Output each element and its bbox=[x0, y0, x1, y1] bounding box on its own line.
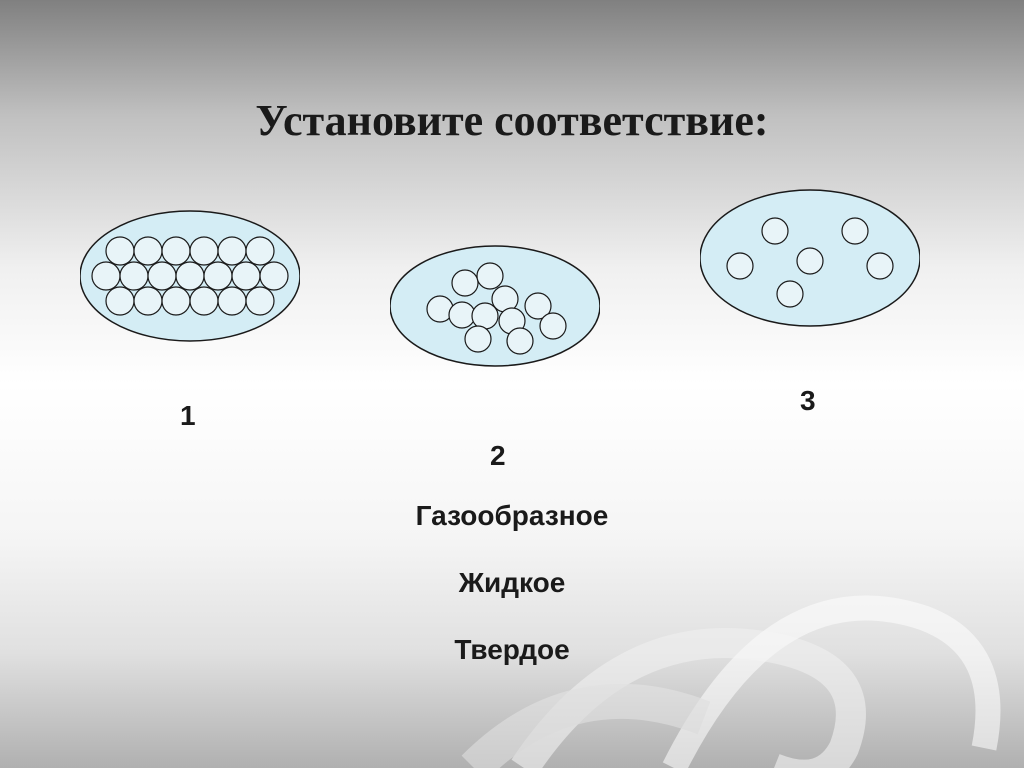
state-diagram-solid bbox=[80, 206, 300, 351]
diagram-number-2: 2 bbox=[490, 440, 506, 472]
particle-icon bbox=[727, 253, 753, 279]
particle-icon bbox=[190, 287, 218, 315]
state-labels-container: Газообразное Жидкое Твердое bbox=[0, 500, 1024, 701]
particle-icon bbox=[120, 262, 148, 290]
particle-icon bbox=[452, 270, 478, 296]
state-label-gas[interactable]: Газообразное bbox=[0, 500, 1024, 532]
particle-icon bbox=[134, 287, 162, 315]
particle-icon bbox=[260, 262, 288, 290]
particle-icon bbox=[472, 303, 498, 329]
diagram-number-3: 3 bbox=[800, 385, 816, 417]
particle-icon bbox=[867, 253, 893, 279]
particle-icon bbox=[246, 287, 274, 315]
particle-icon bbox=[246, 237, 274, 265]
particle-icon bbox=[232, 262, 260, 290]
diagrams-container bbox=[0, 206, 1024, 406]
particle-icon bbox=[162, 287, 190, 315]
particle-icon bbox=[540, 313, 566, 339]
particle-icon bbox=[762, 218, 788, 244]
state-label-solid[interactable]: Твердое bbox=[0, 634, 1024, 666]
state-diagram-gas bbox=[700, 186, 920, 336]
page-title: Установите соответствие: bbox=[0, 0, 1024, 146]
particle-icon bbox=[218, 237, 246, 265]
particle-icon bbox=[162, 237, 190, 265]
particle-icon bbox=[777, 281, 803, 307]
particle-icon bbox=[477, 263, 503, 289]
particle-icon bbox=[218, 287, 246, 315]
particle-icon bbox=[465, 326, 491, 352]
particle-icon bbox=[134, 237, 162, 265]
particle-icon bbox=[190, 237, 218, 265]
oval-3-svg bbox=[700, 186, 920, 331]
particle-icon bbox=[204, 262, 232, 290]
oval-1-svg bbox=[80, 206, 300, 346]
particle-icon bbox=[842, 218, 868, 244]
particle-icon bbox=[106, 237, 134, 265]
particle-icon bbox=[449, 302, 475, 328]
state-label-liquid[interactable]: Жидкое bbox=[0, 567, 1024, 599]
state-diagram-liquid bbox=[390, 241, 600, 376]
particle-icon bbox=[797, 248, 823, 274]
particle-icon bbox=[148, 262, 176, 290]
particle-icon bbox=[176, 262, 204, 290]
particle-icon bbox=[507, 328, 533, 354]
particle-icon bbox=[92, 262, 120, 290]
particle-icon bbox=[106, 287, 134, 315]
diagram-number-1: 1 bbox=[180, 400, 196, 432]
oval-2-svg bbox=[390, 241, 600, 371]
